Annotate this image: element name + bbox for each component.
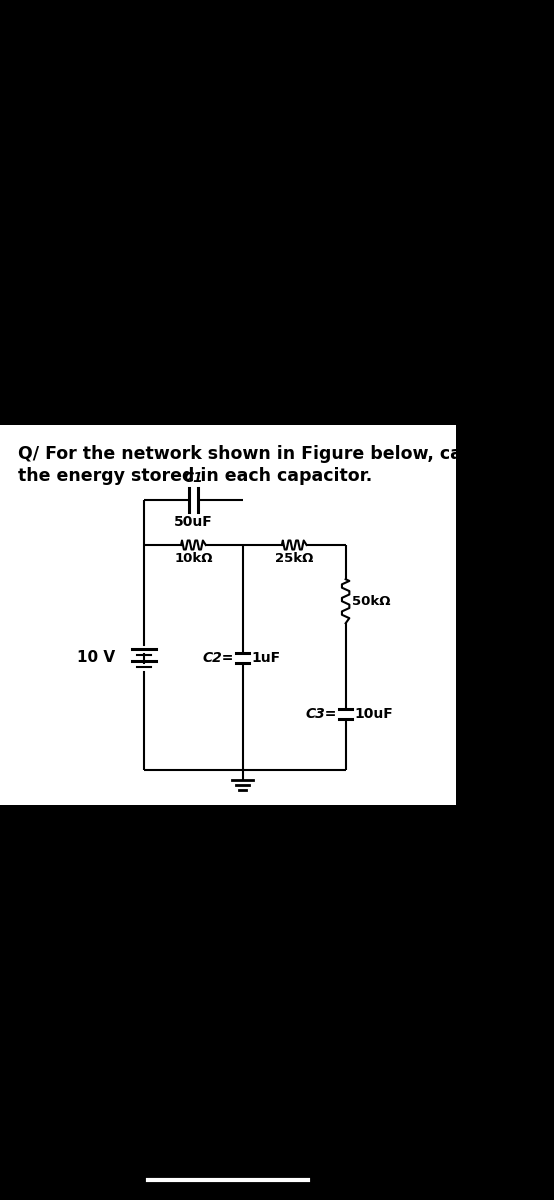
Text: 10uF: 10uF xyxy=(355,707,393,721)
Text: Q/ For the network shown in Figure below, calculate: Q/ For the network shown in Figure below… xyxy=(18,445,529,463)
Text: C3=: C3= xyxy=(305,707,337,721)
Bar xyxy=(0,425,456,805)
Text: 25kΩ: 25kΩ xyxy=(275,552,314,565)
Text: 10kΩ: 10kΩ xyxy=(174,552,213,565)
Text: C1: C1 xyxy=(183,470,203,485)
Text: 10 V: 10 V xyxy=(77,650,115,665)
Text: 1uF: 1uF xyxy=(252,650,281,665)
Text: C2=: C2= xyxy=(202,650,234,665)
Text: the energy stored in each capacitor.: the energy stored in each capacitor. xyxy=(18,467,372,485)
Text: 50kΩ: 50kΩ xyxy=(352,595,391,607)
Text: 50uF: 50uF xyxy=(174,515,213,529)
